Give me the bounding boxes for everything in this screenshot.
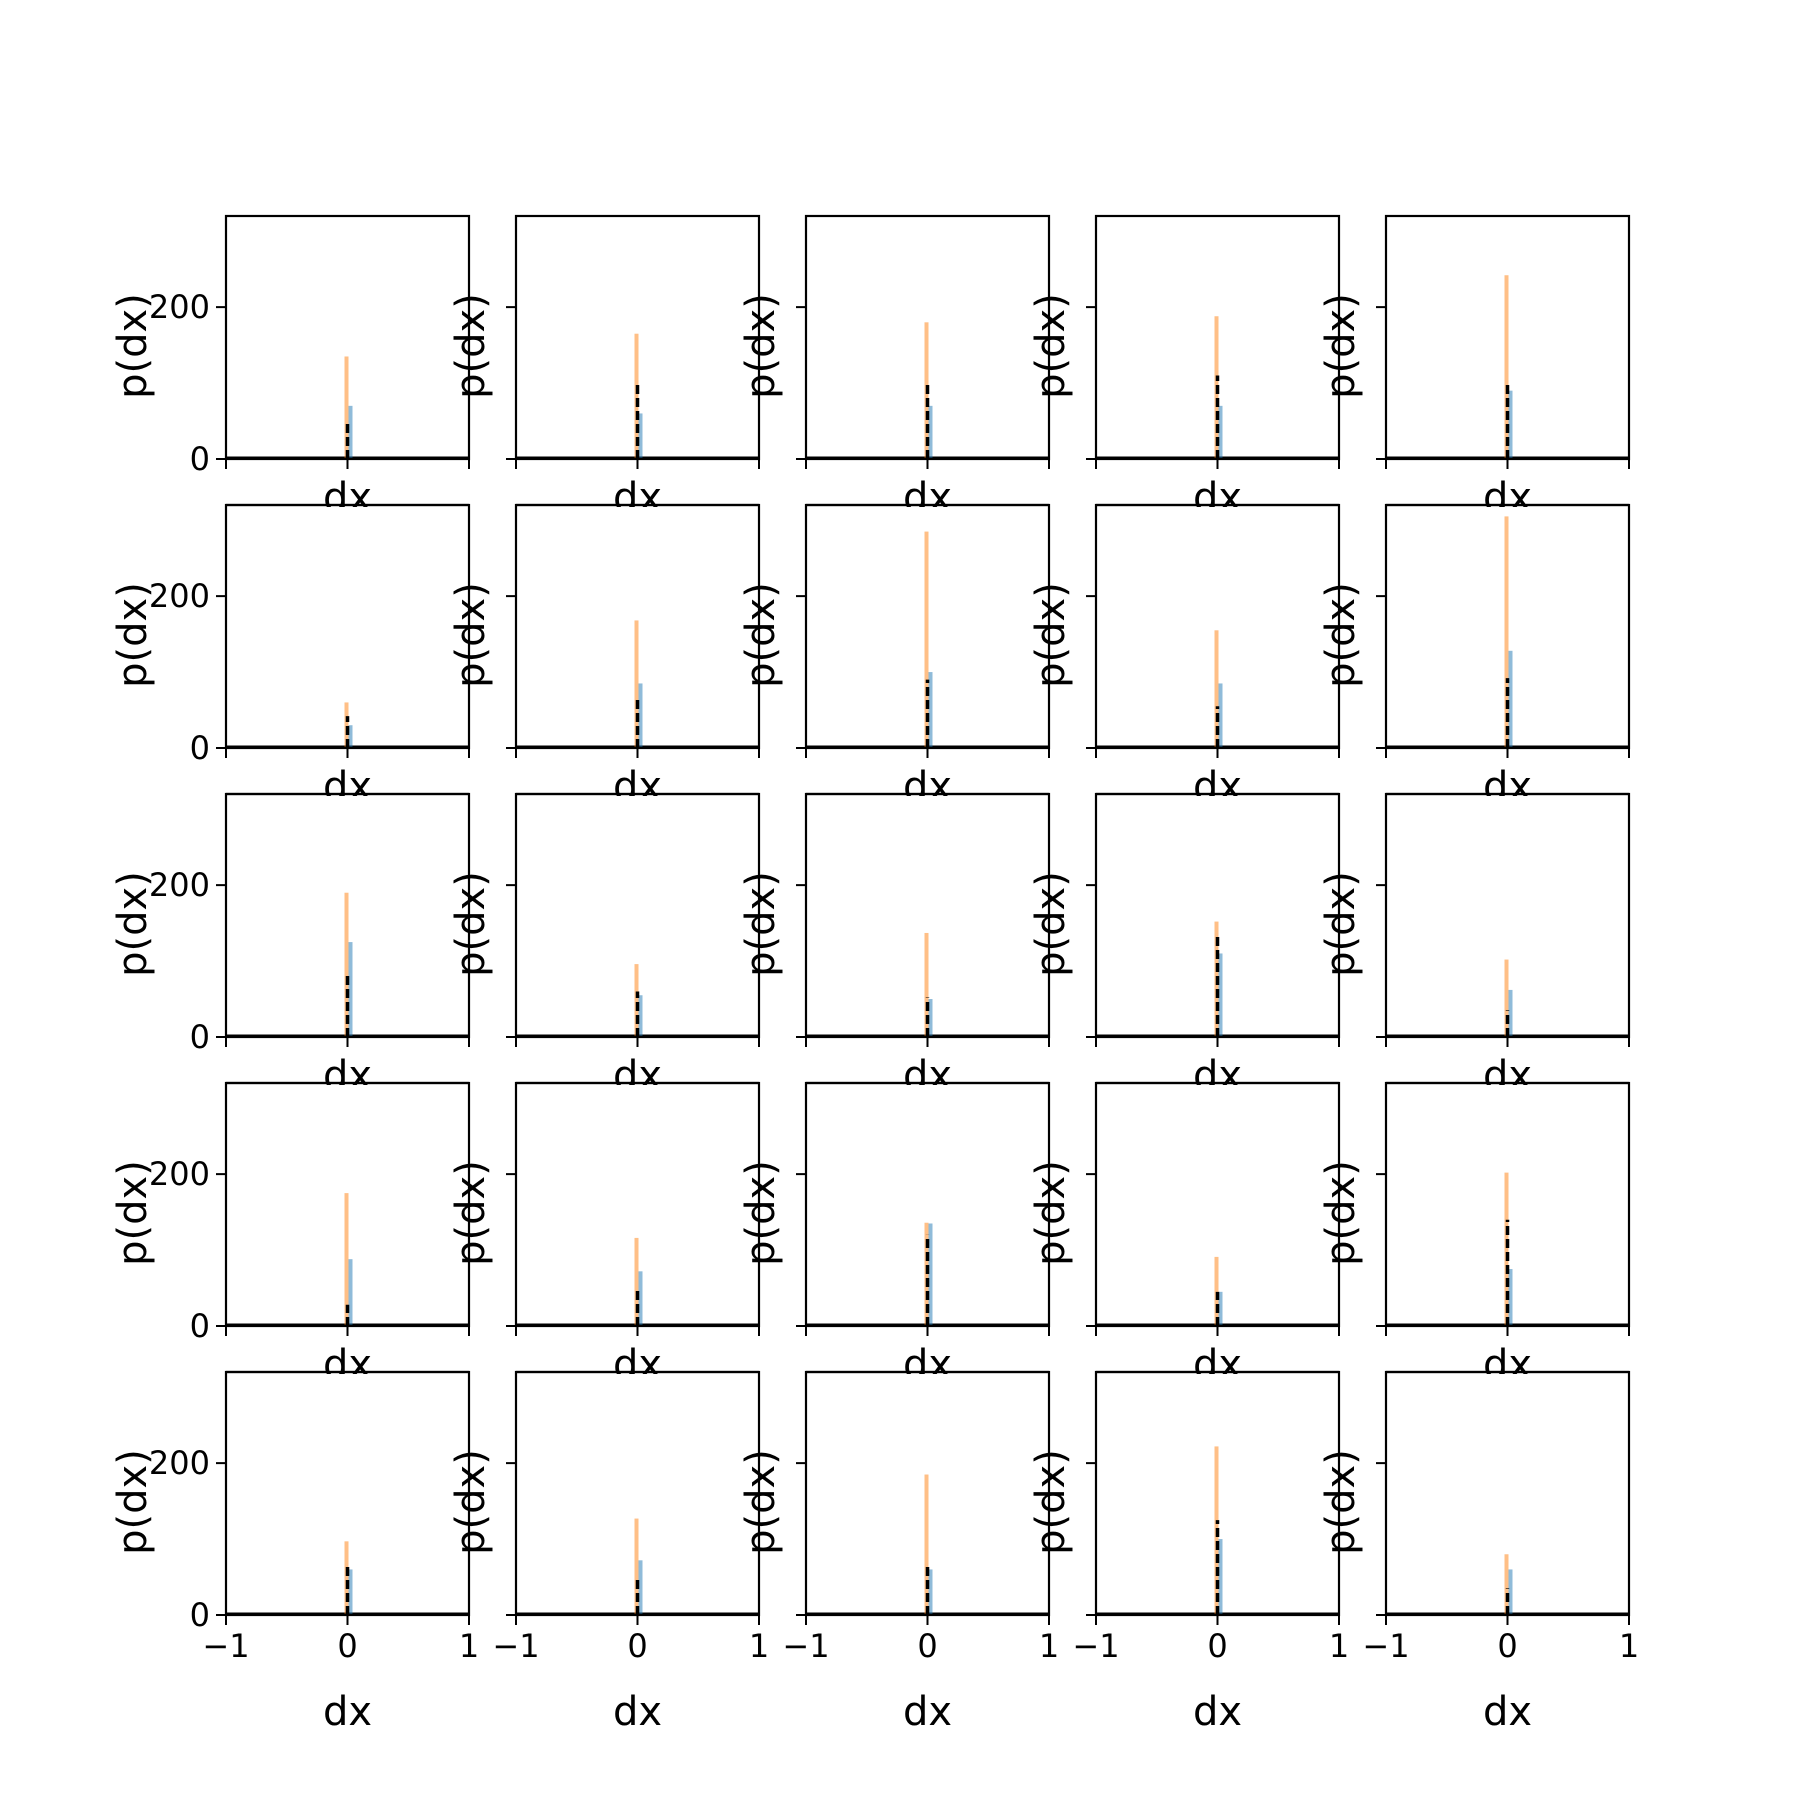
x-tick-label: 1 <box>1619 1627 1639 1665</box>
y-axis-label: p(dx) <box>110 582 156 688</box>
y-axis-label: p(dx) <box>1028 1160 1074 1266</box>
y-axis-label: p(dx) <box>110 293 156 399</box>
y-axis-label: p(dx) <box>1028 871 1074 977</box>
x-axis-label: dx <box>323 1689 372 1735</box>
y-tick-label: 200 <box>149 1155 210 1193</box>
panel-top-cover <box>1388 1085 1627 1115</box>
y-tick-label: 200 <box>149 288 210 326</box>
panel-top-cover <box>228 796 467 826</box>
y-axis-label: p(dx) <box>110 1160 156 1266</box>
y-tick-label: 0 <box>190 1596 210 1634</box>
panel-top-cover <box>808 796 1047 826</box>
y-axis-label: p(dx) <box>1028 1449 1074 1555</box>
panel-top-cover <box>808 1085 1047 1115</box>
y-axis-label: p(dx) <box>738 1449 784 1555</box>
y-axis-label: p(dx) <box>448 1160 494 1266</box>
y-tick-label: 200 <box>149 1444 210 1482</box>
y-tick-label: 0 <box>190 1307 210 1345</box>
y-axis-label: p(dx) <box>738 293 784 399</box>
y-axis-label: p(dx) <box>738 1160 784 1266</box>
x-tick-label: 0 <box>627 1627 647 1665</box>
y-axis-label: p(dx) <box>1318 871 1364 977</box>
x-tick-label: −1 <box>1362 1627 1409 1665</box>
x-axis-label: dx <box>903 1689 952 1735</box>
x-tick-label: 1 <box>1329 1627 1349 1665</box>
y-tick-label: 0 <box>190 1018 210 1056</box>
y-tick-label: 0 <box>190 440 210 478</box>
y-axis-label: p(dx) <box>1318 293 1364 399</box>
x-tick-label: 1 <box>749 1627 769 1665</box>
orange-histogram-bar <box>1505 1173 1509 1326</box>
y-axis-label: p(dx) <box>738 582 784 688</box>
x-tick-label: 0 <box>337 1627 357 1665</box>
y-axis-label: p(dx) <box>1318 1160 1364 1266</box>
orange-histogram-bar <box>1505 960 1509 1037</box>
panel-top-cover <box>1098 796 1337 826</box>
panel-top-cover <box>228 507 467 537</box>
panel-top-cover <box>1388 1374 1627 1404</box>
orange-histogram-bar <box>1215 1257 1219 1326</box>
x-axis-label: dx <box>1193 1689 1242 1735</box>
y-axis-label: p(dx) <box>1028 582 1074 688</box>
panel-top-cover <box>1098 1374 1337 1404</box>
x-axis-label: dx <box>613 1689 662 1735</box>
panel-top-cover <box>1388 796 1627 826</box>
orange-histogram-bar <box>345 1541 349 1615</box>
blue-histogram-bar <box>349 1259 353 1326</box>
blue-histogram-bar <box>1219 1539 1223 1615</box>
panel-top-cover <box>808 1374 1047 1404</box>
y-axis-label: p(dx) <box>1318 582 1364 688</box>
y-axis-label: p(dx) <box>448 293 494 399</box>
blue-histogram-bar <box>929 672 933 748</box>
y-tick-label: 200 <box>149 866 210 904</box>
x-tick-label: −1 <box>782 1627 829 1665</box>
x-tick-label: 0 <box>1207 1627 1227 1665</box>
y-axis-label: p(dx) <box>1028 293 1074 399</box>
panel-top-cover <box>518 796 757 826</box>
x-tick-label: 0 <box>917 1627 937 1665</box>
x-axis-label: dx <box>1483 1689 1532 1735</box>
y-axis-label: p(dx) <box>448 871 494 977</box>
y-axis-label: p(dx) <box>448 1449 494 1555</box>
panel-top-cover <box>1098 507 1337 537</box>
y-axis-label: p(dx) <box>110 871 156 977</box>
x-tick-label: −1 <box>1072 1627 1119 1665</box>
y-axis-label: p(dx) <box>110 1449 156 1555</box>
y-tick-label: 0 <box>190 729 210 767</box>
orange-histogram-bar <box>1505 1554 1509 1615</box>
x-tick-label: 1 <box>1039 1627 1059 1665</box>
panel-top-cover <box>518 1085 757 1115</box>
y-axis-label: p(dx) <box>448 582 494 688</box>
panel-top-cover <box>228 1085 467 1115</box>
x-tick-label: 1 <box>459 1627 479 1665</box>
panel-top-cover <box>1098 1085 1337 1115</box>
orange-histogram-bar <box>635 964 639 1037</box>
y-tick-label: 200 <box>149 577 210 615</box>
panel-top-cover <box>518 507 757 537</box>
x-tick-label: 0 <box>1497 1627 1517 1665</box>
y-axis-label: p(dx) <box>1318 1449 1364 1555</box>
y-axis-label: p(dx) <box>738 871 784 977</box>
x-tick-label: −1 <box>492 1627 539 1665</box>
panel-top-cover <box>518 1374 757 1404</box>
panel-top-cover <box>228 1374 467 1404</box>
